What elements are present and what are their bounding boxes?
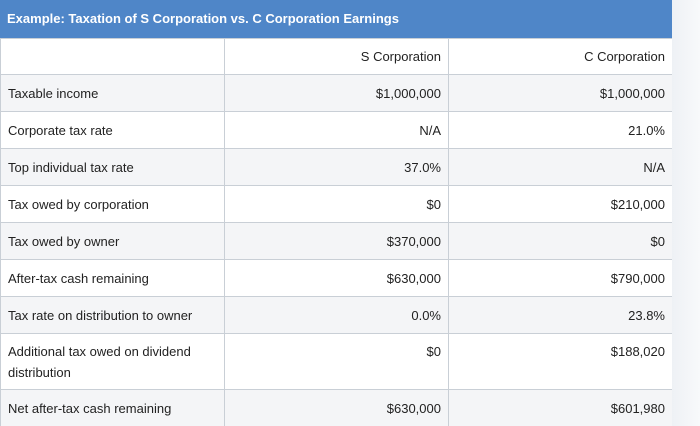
c-corp-value: N/A xyxy=(448,148,673,186)
row-label: Corporate tax rate xyxy=(0,111,225,149)
row-label: Top individual tax rate xyxy=(0,148,225,186)
s-corp-value: $1,000,000 xyxy=(224,74,449,112)
c-corp-value: $210,000 xyxy=(448,185,673,223)
table-row: Taxable income $1,000,000 $1,000,000 xyxy=(0,74,673,112)
s-corp-value: $0 xyxy=(224,333,449,390)
page-edge-shade xyxy=(672,0,700,426)
c-corp-value: $0 xyxy=(448,222,673,260)
table-row: Tax owed by corporation $0 $210,000 xyxy=(0,185,673,223)
s-corp-value: $370,000 xyxy=(224,222,449,260)
c-corp-value: $188,020 xyxy=(448,333,673,390)
column-header-c-corporation: C Corporation xyxy=(448,38,673,75)
c-corp-value: $790,000 xyxy=(448,259,673,297)
s-corp-value: $630,000 xyxy=(224,389,449,426)
row-label: After-tax cash remaining xyxy=(0,259,225,297)
table-title: Example: Taxation of S Corporation vs. C… xyxy=(0,0,672,38)
s-corp-value: 0.0% xyxy=(224,296,449,334)
row-label: Tax owed by corporation xyxy=(0,185,225,223)
table-row: Tax rate on distribution to owner 0.0% 2… xyxy=(0,296,673,334)
table-row: Additional tax owed on dividend distribu… xyxy=(0,333,673,390)
row-label: Taxable income xyxy=(0,74,225,112)
s-corp-value: $0 xyxy=(224,185,449,223)
table-row: Top individual tax rate 37.0% N/A xyxy=(0,148,673,186)
table-row: After-tax cash remaining $630,000 $790,0… xyxy=(0,259,673,297)
row-label: Additional tax owed on dividend distribu… xyxy=(0,333,225,390)
table-row: Tax owed by owner $370,000 $0 xyxy=(0,222,673,260)
s-corp-value: $630,000 xyxy=(224,259,449,297)
s-corp-value: 37.0% xyxy=(224,148,449,186)
table-header-row: S Corporation C Corporation xyxy=(0,38,673,75)
column-header-s-corporation: S Corporation xyxy=(224,38,449,75)
c-corp-value: 23.8% xyxy=(448,296,673,334)
c-corp-value: $1,000,000 xyxy=(448,74,673,112)
header-corner-cell xyxy=(0,38,225,75)
s-corp-value: N/A xyxy=(224,111,449,149)
row-label: Net after-tax cash remaining xyxy=(0,389,225,426)
row-label: Tax rate on distribution to owner xyxy=(0,296,225,334)
table-row: Corporate tax rate N/A 21.0% xyxy=(0,111,673,149)
c-corp-value: $601,980 xyxy=(448,389,673,426)
tax-comparison-table: S Corporation C Corporation Taxable inco… xyxy=(0,38,673,426)
c-corp-value: 21.0% xyxy=(448,111,673,149)
table-row: Net after-tax cash remaining $630,000 $6… xyxy=(0,389,673,426)
row-label: Tax owed by owner xyxy=(0,222,225,260)
